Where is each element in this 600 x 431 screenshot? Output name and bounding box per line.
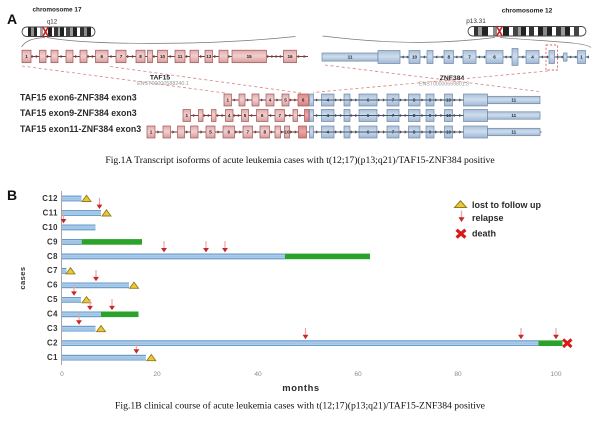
svg-text:ENST00000588240.1: ENST00000588240.1 <box>137 81 189 87</box>
svg-text:1: 1 <box>25 54 28 59</box>
svg-text:C2: C2 <box>47 339 58 348</box>
svg-text:lost to follow up: lost to follow up <box>472 200 541 210</box>
svg-text:20: 20 <box>153 371 161 378</box>
svg-text:Fig.1B clinical course of acut: Fig.1B clinical course of acute leukemia… <box>115 401 485 412</box>
svg-text:13: 13 <box>206 54 212 59</box>
svg-text:C5: C5 <box>47 295 58 304</box>
svg-text:7: 7 <box>247 130 250 135</box>
svg-text:15: 15 <box>247 54 253 59</box>
svg-text:C10: C10 <box>42 223 58 232</box>
svg-text:6: 6 <box>101 54 104 59</box>
svg-text:5: 5 <box>209 130 212 135</box>
svg-text:C8: C8 <box>47 252 58 261</box>
svg-text:relapse: relapse <box>472 213 504 223</box>
svg-text:C6: C6 <box>47 281 58 290</box>
svg-text:C4: C4 <box>47 310 58 319</box>
svg-text:p13.31: p13.31 <box>466 18 486 25</box>
svg-text:C9: C9 <box>47 237 58 246</box>
svg-text:16: 16 <box>287 54 293 59</box>
svg-text:C12: C12 <box>42 194 58 203</box>
svg-text:100: 100 <box>550 371 561 378</box>
svg-text:C3: C3 <box>47 324 58 333</box>
svg-text:8: 8 <box>139 54 142 59</box>
svg-text:10: 10 <box>412 55 418 60</box>
svg-text:4: 4 <box>269 98 272 103</box>
svg-text:cases: cases <box>18 266 27 289</box>
svg-text:11: 11 <box>178 54 183 59</box>
svg-text:11: 11 <box>511 130 516 135</box>
svg-text:4: 4 <box>531 55 534 60</box>
svg-text:TAF15 exon6-ZNF384 exon3: TAF15 exon6-ZNF384 exon3 <box>20 93 137 103</box>
svg-text:8: 8 <box>448 55 451 60</box>
svg-text:0: 0 <box>60 371 64 378</box>
svg-text:1: 1 <box>186 113 189 118</box>
svg-text:11: 11 <box>511 113 516 118</box>
svg-text:6: 6 <box>228 130 231 135</box>
svg-text:A: A <box>7 11 17 27</box>
svg-text:Fig.1A Transcript isoforms of: Fig.1A Transcript isoforms of acute leuk… <box>105 155 494 166</box>
svg-text:5: 5 <box>244 113 247 118</box>
svg-text:1: 1 <box>227 98 230 103</box>
svg-text:ZNF384: ZNF384 <box>440 75 465 82</box>
svg-text:C7: C7 <box>47 266 58 275</box>
svg-text:40: 40 <box>254 371 262 378</box>
svg-text:B: B <box>7 187 17 203</box>
svg-text:C1: C1 <box>47 353 58 362</box>
svg-text:6: 6 <box>261 113 264 118</box>
svg-text:80: 80 <box>454 371 462 378</box>
svg-text:chromosome 12: chromosome 12 <box>502 8 553 15</box>
svg-text:4: 4 <box>228 113 231 118</box>
svg-text:6: 6 <box>493 55 496 60</box>
svg-text:7: 7 <box>279 113 282 118</box>
svg-text:60: 60 <box>354 371 362 378</box>
svg-text:6: 6 <box>302 98 305 103</box>
svg-text:q12: q12 <box>47 19 58 26</box>
svg-text:10: 10 <box>284 130 290 135</box>
svg-text:TAF15 exon11-ZNF384 exon3: TAF15 exon11-ZNF384 exon3 <box>20 124 141 134</box>
svg-text:1: 1 <box>150 130 153 135</box>
svg-text:months: months <box>282 382 319 393</box>
svg-text:TAF15 exon9-ZNF384 exon3: TAF15 exon9-ZNF384 exon3 <box>20 108 137 118</box>
svg-text:chromosome 17: chromosome 17 <box>32 7 81 14</box>
svg-text:11: 11 <box>348 55 353 60</box>
svg-text:7: 7 <box>468 55 471 60</box>
svg-text:5: 5 <box>284 98 287 103</box>
svg-text:11: 11 <box>511 98 516 103</box>
svg-text:C11: C11 <box>43 208 59 217</box>
svg-text:death: death <box>472 229 496 239</box>
svg-text:8: 8 <box>264 130 267 135</box>
svg-text:1: 1 <box>580 55 583 60</box>
svg-text:10: 10 <box>160 54 166 59</box>
svg-text:7: 7 <box>120 54 123 59</box>
svg-text:ENST00000669801.3: ENST00000669801.3 <box>419 82 469 88</box>
svg-text:TAF15: TAF15 <box>150 75 170 82</box>
